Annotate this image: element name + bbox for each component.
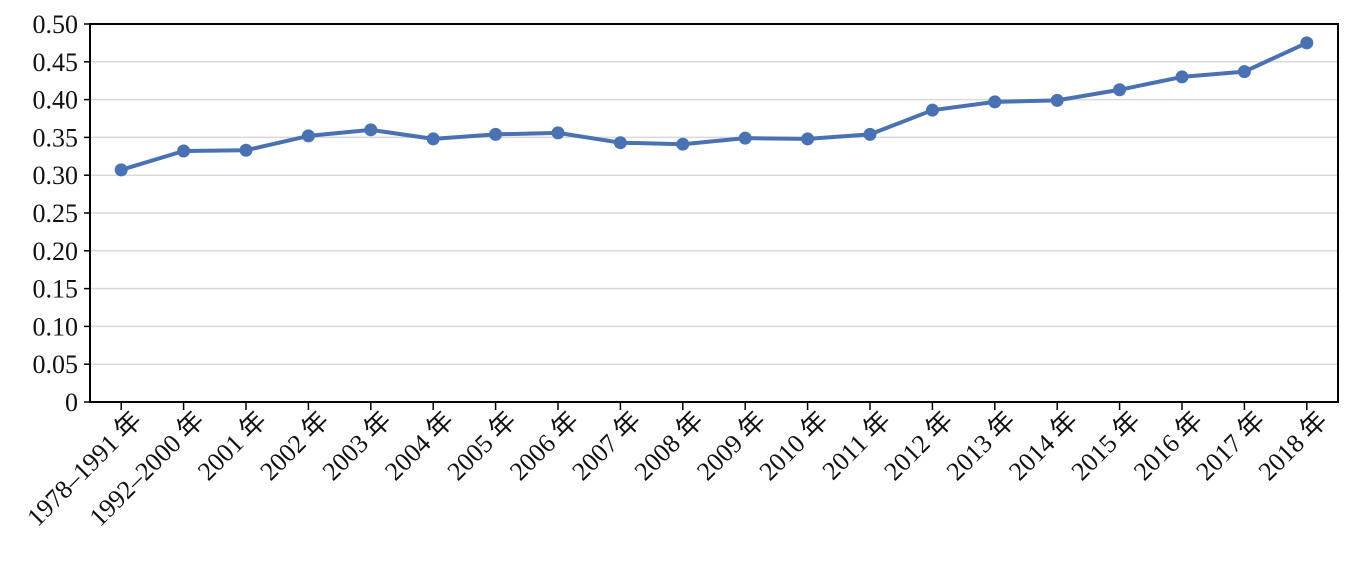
data-point <box>738 131 752 145</box>
data-point <box>613 136 627 150</box>
x-tick-label: 2009 年 <box>691 406 771 486</box>
data-point <box>863 127 877 141</box>
x-tick-label: 2007 年 <box>566 406 646 486</box>
data-point <box>925 103 939 117</box>
y-tick-label: 0.10 <box>33 312 79 341</box>
data-point <box>301 129 315 143</box>
data-point <box>1300 36 1314 50</box>
x-tick-label: 2008 年 <box>629 406 709 486</box>
data-point <box>489 127 503 141</box>
x-tick-label: 2011 年 <box>817 406 897 486</box>
x-tick-label: 2001 年 <box>192 406 272 486</box>
x-tick-label: 2006 年 <box>504 406 584 486</box>
data-line <box>120 41 1308 172</box>
data-point <box>676 137 690 151</box>
data-point <box>1113 83 1127 97</box>
y-tick-label: 0.30 <box>33 161 79 190</box>
x-tick-label: 2004 年 <box>379 406 459 486</box>
y-tick-label: 0.25 <box>33 199 79 228</box>
x-tick-label: 2014 年 <box>1003 406 1083 486</box>
x-tick-label: 2018 年 <box>1253 406 1333 486</box>
data-point <box>1237 65 1251 79</box>
y-tick-label: 0.05 <box>33 350 79 379</box>
y-tick-label: 0 <box>65 388 78 417</box>
data-point <box>988 95 1002 109</box>
data-point <box>1175 70 1189 84</box>
data-point <box>239 143 253 157</box>
y-tick-label: 0.45 <box>33 48 79 77</box>
y-tick-label: 0.40 <box>33 86 79 115</box>
x-tick-label: 2005 年 <box>442 406 522 486</box>
x-tick-label: 2002 年 <box>254 406 334 486</box>
y-tick-label: 0.50 <box>33 10 79 39</box>
data-point <box>364 123 378 137</box>
x-tick-label: 2015 年 <box>1066 406 1146 486</box>
x-tick-label: 2012 年 <box>878 406 958 486</box>
data-point <box>801 132 815 146</box>
x-tick-label: 2003 年 <box>317 406 397 486</box>
data-point <box>177 144 191 158</box>
data-point <box>114 163 128 177</box>
plot-border <box>89 23 1339 403</box>
y-tick-label: 0.20 <box>33 237 79 266</box>
x-tick-label: 2013 年 <box>941 406 1021 486</box>
data-point <box>551 126 565 140</box>
y-tick-label: 0.15 <box>33 275 79 304</box>
data-point <box>426 132 440 146</box>
x-tick-label: 2010 年 <box>754 406 834 486</box>
data-point <box>1050 93 1064 107</box>
x-tick-label: 2016 年 <box>1128 406 1208 486</box>
y-tick-label: 0.35 <box>33 123 79 152</box>
x-tick-label: 2017 年 <box>1190 406 1270 486</box>
